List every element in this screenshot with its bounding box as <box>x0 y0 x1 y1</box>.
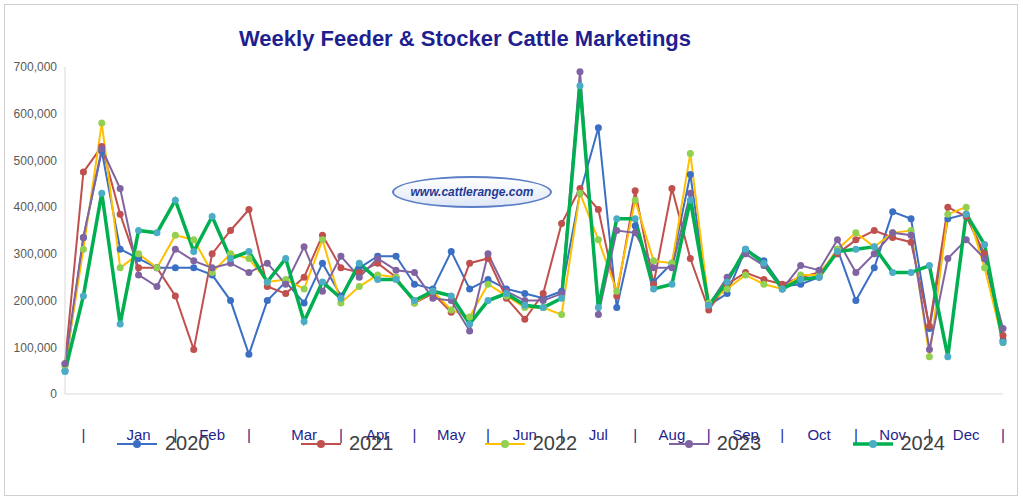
svg-text:Dec: Dec <box>953 426 980 443</box>
svg-text:|: | <box>1001 426 1005 443</box>
svg-text:|: | <box>412 426 416 443</box>
svg-text:|: | <box>486 426 490 443</box>
svg-text:700,000: 700,000 <box>14 60 58 74</box>
svg-text:|: | <box>707 426 711 443</box>
svg-text:300,000: 300,000 <box>14 247 58 261</box>
svg-text:400,000: 400,000 <box>14 200 58 214</box>
svg-text:Mar: Mar <box>291 426 317 443</box>
svg-text:Nov: Nov <box>879 426 906 443</box>
svg-text:|: | <box>81 426 85 443</box>
svg-text:|: | <box>927 426 931 443</box>
svg-text:Jan: Jan <box>126 426 150 443</box>
svg-text:|: | <box>633 426 637 443</box>
svg-text:|: | <box>339 426 343 443</box>
svg-text:Jun: Jun <box>513 426 537 443</box>
svg-text:|: | <box>247 426 251 443</box>
svg-text:Apr: Apr <box>366 426 389 443</box>
svg-text:0: 0 <box>50 387 57 401</box>
svg-text:May: May <box>437 426 466 443</box>
svg-text:Oct: Oct <box>807 426 831 443</box>
svg-text:|: | <box>854 426 858 443</box>
svg-text:600,000: 600,000 <box>14 107 58 121</box>
svg-text:200,000: 200,000 <box>14 294 58 308</box>
svg-text:Sep: Sep <box>732 426 759 443</box>
svg-text:Aug: Aug <box>659 426 686 443</box>
svg-text:Feb: Feb <box>199 426 225 443</box>
svg-text:|: | <box>780 426 784 443</box>
svg-text:|: | <box>560 426 564 443</box>
svg-text:100,000: 100,000 <box>14 341 58 355</box>
svg-text:500,000: 500,000 <box>14 154 58 168</box>
svg-text:|: | <box>173 426 177 443</box>
svg-text:Jul: Jul <box>589 426 608 443</box>
